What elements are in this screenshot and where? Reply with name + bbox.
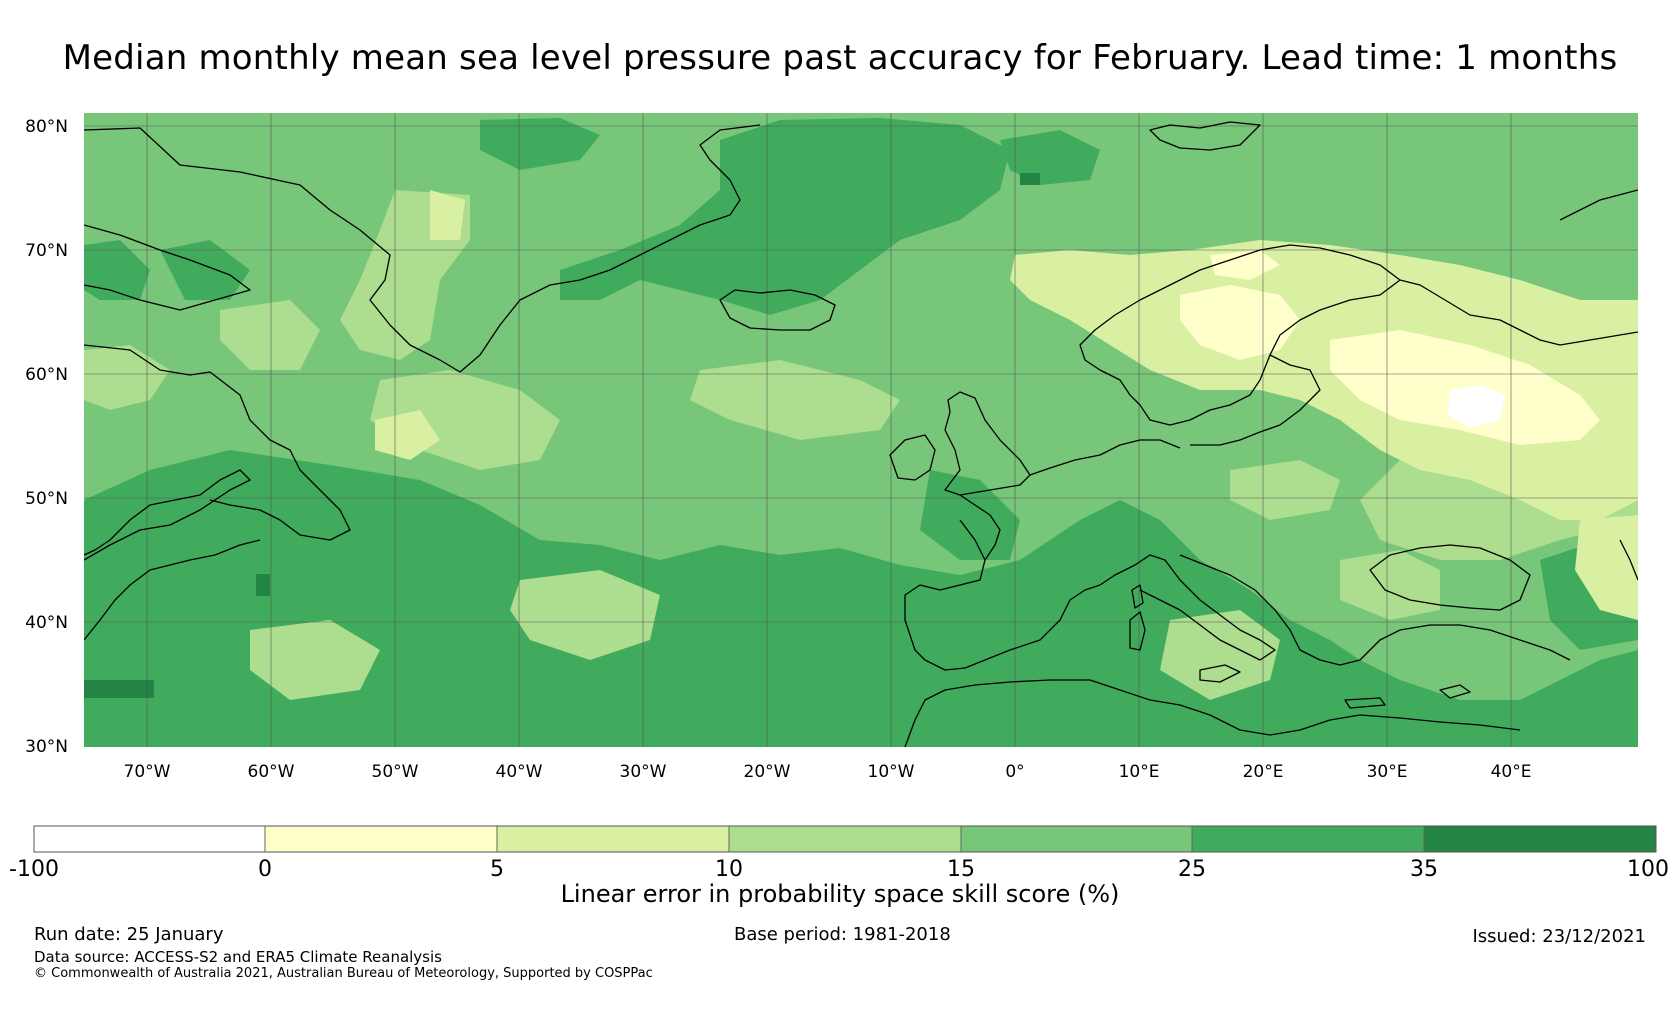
coast-corsica (1131, 584, 1144, 609)
data-source: Data source: ACCESS-S2 and ERA5 Climate … (34, 948, 442, 966)
lon-label-10e: 10°E (1119, 762, 1160, 782)
coast-greenland (84, 124, 761, 373)
issued-date: Issued: 23/12/2021 (1472, 926, 1646, 947)
coastlines (84, 121, 1638, 747)
run-date: Run date: 25 January (34, 924, 224, 945)
coast-baffin (84, 224, 251, 311)
coast-cyprus (1439, 684, 1471, 699)
lon-label-40e: 40°E (1491, 762, 1532, 782)
colorbar-tick-5: 5 (490, 857, 504, 880)
latitude-labels: 80°N 70°N 60°N 50°N 40°N 30°N (25, 117, 68, 757)
copyright-notice: © Commonwealth of Australia 2021, Austra… (34, 966, 653, 981)
colorbar-label: Linear error in probability space skill … (560, 880, 1120, 908)
lat-label-30n: 30°N (25, 737, 68, 757)
colorbar-tick-0: 0 (258, 857, 272, 880)
colorbar-segment-5-10 (497, 826, 729, 852)
lat-label-70n: 70°N (25, 241, 68, 261)
base-period: Base period: 1981-2018 (734, 924, 951, 945)
map-title: Median monthly mean sea level pressure p… (62, 38, 1618, 78)
skill-regions-5-10 (375, 190, 1638, 620)
coast-north-america (84, 469, 251, 561)
coast-crete (1344, 697, 1386, 709)
lon-label-20w: 20°W (744, 762, 791, 782)
coast-iberia (904, 519, 1101, 671)
lon-label-20e: 20°E (1243, 762, 1284, 782)
colorbar-segment-10-15 (729, 826, 961, 852)
coast-north-africa (904, 679, 1521, 747)
coast-svalbard (1149, 121, 1261, 151)
coast-caspian (1619, 539, 1638, 581)
colorbar-segments (34, 826, 1656, 852)
lon-label-50w: 50°W (372, 762, 419, 782)
skill-region-negative (1448, 385, 1505, 428)
colorbar-segment-gt35 (1424, 826, 1656, 852)
coast-labrador (84, 344, 351, 541)
colorbar-ticks: -100 0 5 10 15 25 35 100 (9, 857, 1669, 880)
colorbar-tick-10: 10 (715, 857, 743, 880)
coast-novaya-zemlya (1559, 189, 1638, 221)
colorbar-segment-0-5 (265, 826, 497, 852)
skill-regions-gt35 (84, 173, 1040, 698)
coast-italy (1099, 554, 1276, 661)
lat-label-40n: 40°N (25, 613, 68, 633)
colorbar-tick-100: 100 (1627, 857, 1669, 880)
lon-label-0: 0° (1005, 762, 1024, 782)
colorbar-dividers (264, 826, 1425, 852)
lon-label-60w: 60°W (248, 762, 295, 782)
coast-turkey (1399, 624, 1571, 661)
coast-norway-sweden (1079, 244, 1401, 426)
coast-baltic (1190, 354, 1321, 446)
coast-black-sea (1369, 544, 1531, 611)
coast-iceland (719, 289, 836, 331)
colorbar-tick-25: 25 (1178, 857, 1206, 880)
coast-sicily (1199, 664, 1241, 683)
lon-label-70w: 70°W (124, 762, 171, 782)
lat-label-80n: 80°N (25, 117, 68, 137)
lon-label-40w: 40°W (496, 762, 543, 782)
lat-label-50n: 50°N (25, 489, 68, 509)
graticule (84, 113, 1638, 747)
coast-europe-north (1029, 439, 1181, 476)
colorbar-outline (33, 825, 1657, 853)
lon-label-30e: 30°E (1367, 762, 1408, 782)
longitude-labels: 70°W 60°W 50°W 40°W 30°W 20°W 10°W 0° 10… (124, 762, 1532, 782)
coast-kola-white-sea (1399, 279, 1638, 346)
skill-score-map: 80°N 70°N 60°N 50°N 40°N 30°N 70°W 60°W … (25, 113, 1638, 782)
lon-label-30w: 30°W (620, 762, 667, 782)
coast-france (959, 494, 1001, 561)
lat-label-60n: 60°N (25, 365, 68, 385)
coast-us-east (84, 539, 261, 641)
coast-sardinia (1129, 611, 1146, 651)
colorbar-segment-25-35 (1192, 826, 1424, 852)
colorbar-segment-15-25 (961, 826, 1192, 852)
coast-balkans-greece (1179, 554, 1401, 666)
colorbar: -100 0 5 10 15 25 35 100 (9, 825, 1669, 880)
lon-label-10w: 10°W (868, 762, 915, 782)
colorbar-tick-neg100: -100 (9, 857, 59, 880)
coast-ireland (889, 434, 936, 481)
colorbar-tick-35: 35 (1410, 857, 1438, 880)
colorbar-tick-15: 15 (947, 857, 975, 880)
coast-britain (944, 391, 1031, 496)
colorbar-segment-neg (34, 826, 265, 852)
